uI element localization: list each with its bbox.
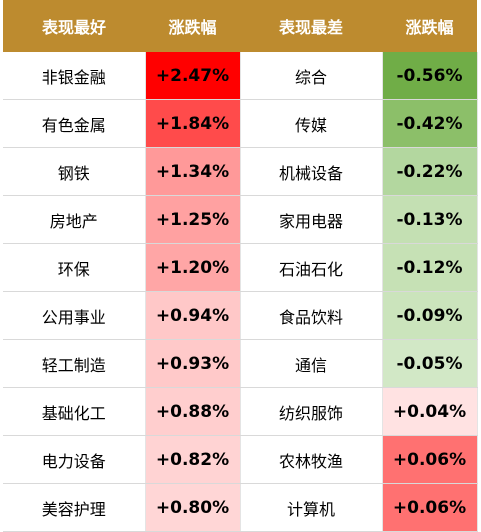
table-row: 轻工制造 +0.93% 通信 -0.05% — [3, 339, 478, 388]
table-row: 钢铁 +1.34% 机械设备 -0.22% — [3, 147, 478, 196]
change-cell: +0.04% — [382, 387, 478, 436]
industry-cell: 基础化工 — [3, 387, 146, 436]
industry-cell: 传媒 — [240, 99, 383, 148]
industry-cell: 农林牧渔 — [240, 435, 383, 484]
table-row: 基础化工 +0.88% 纺织服饰 +0.04% — [3, 387, 478, 436]
industry-cell: 纺织服饰 — [240, 387, 383, 436]
industry-cell: 有色金属 — [3, 99, 146, 148]
header-cell: 表现最好 — [3, 0, 145, 52]
table-row: 美容护理 +0.80% 计算机 +0.06% — [3, 483, 478, 532]
industry-cell: 石油石化 — [240, 243, 383, 292]
change-cell: +0.82% — [145, 435, 241, 484]
industry-cell: 非银金融 — [3, 52, 146, 100]
change-cell: +0.06% — [382, 483, 478, 532]
change-cell: -0.12% — [382, 243, 478, 292]
table-row: 电力设备 +0.82% 农林牧渔 +0.06% — [3, 435, 478, 484]
industry-cell: 美容护理 — [3, 483, 146, 532]
change-cell: -0.42% — [382, 99, 478, 148]
table-body: 非银金融 +2.47% 综合 -0.56% 有色金属 +1.84% 传媒 -0.42% 钢铁 +1… — [3, 52, 478, 532]
industry-cell: 电力设备 — [3, 435, 146, 484]
industry-cell: 轻工制造 — [3, 339, 146, 388]
change-cell: +2.47% — [145, 52, 241, 100]
table-row: 环保 +1.20% 石油石化 -0.12% — [3, 243, 478, 292]
industry-cell: 食品饮料 — [240, 291, 383, 340]
header-cell: 涨跌幅 — [145, 0, 240, 52]
industry-cell: 房地产 — [3, 195, 146, 244]
change-cell: +0.06% — [382, 435, 478, 484]
performance-table: 表现最好 涨跌幅 表现最差 涨跌幅 非银金融 +2.47% 综合 -0.56% 有色金属 +1.… — [3, 0, 478, 532]
header-row: 表现最好 涨跌幅 表现最差 涨跌幅 — [3, 0, 477, 52]
change-cell: +0.94% — [145, 291, 241, 340]
change-cell: +0.88% — [145, 387, 241, 436]
industry-cell: 机械设备 — [240, 147, 383, 196]
page: {"header": ["表现最好", "涨跌幅", "表现最差", "涨跌幅"… — [3, 0, 478, 532]
change-cell: +1.84% — [145, 99, 241, 148]
change-cell: +0.80% — [145, 483, 241, 532]
header-cell: 表现最差 — [240, 0, 382, 52]
header-cell: 涨跌幅 — [382, 0, 477, 52]
industry-cell: 环保 — [3, 243, 146, 292]
industry-cell: 钢铁 — [3, 147, 146, 196]
change-cell: -0.05% — [382, 339, 478, 388]
industry-cell: 通信 — [240, 339, 383, 388]
industry-cell: 家用电器 — [240, 195, 383, 244]
change-cell: -0.09% — [382, 291, 478, 340]
table-row: 公用事业 +0.94% 食品饮料 -0.09% — [3, 291, 478, 340]
change-cell: -0.56% — [382, 52, 478, 100]
change-cell: +0.93% — [145, 339, 241, 388]
change-cell: +1.25% — [145, 195, 241, 244]
change-cell: -0.22% — [382, 147, 478, 196]
industry-cell: 公用事业 — [3, 291, 146, 340]
change-cell: -0.13% — [382, 195, 478, 244]
table-row: 非银金融 +2.47% 综合 -0.56% — [3, 52, 478, 100]
table-row: 有色金属 +1.84% 传媒 -0.42% — [3, 99, 478, 148]
industry-cell: 计算机 — [240, 483, 383, 532]
change-cell: +1.20% — [145, 243, 241, 292]
industry-cell: 综合 — [240, 52, 383, 100]
change-cell: +1.34% — [145, 147, 241, 196]
table-row: 房地产 +1.25% 家用电器 -0.13% — [3, 195, 478, 244]
